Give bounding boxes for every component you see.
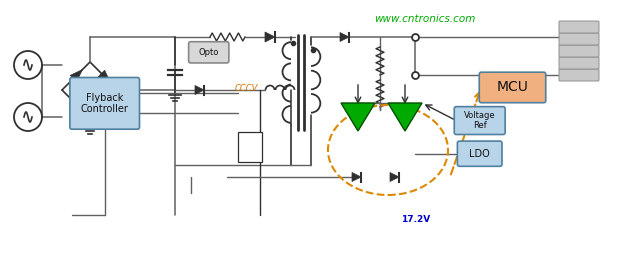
FancyBboxPatch shape	[189, 42, 229, 63]
FancyBboxPatch shape	[559, 33, 599, 45]
FancyBboxPatch shape	[559, 45, 599, 57]
Text: 17.2V: 17.2V	[401, 215, 430, 224]
Text: Flyback
Controller: Flyback Controller	[81, 92, 129, 114]
Text: MCU: MCU	[496, 81, 529, 94]
Polygon shape	[340, 33, 349, 42]
Polygon shape	[341, 103, 375, 131]
Text: Opto: Opto	[199, 48, 219, 57]
FancyBboxPatch shape	[458, 141, 502, 166]
FancyBboxPatch shape	[479, 72, 546, 103]
Polygon shape	[195, 86, 204, 95]
FancyBboxPatch shape	[559, 69, 599, 81]
Polygon shape	[98, 70, 111, 82]
Polygon shape	[70, 70, 82, 82]
Text: Voltage
Ref: Voltage Ref	[464, 111, 496, 130]
Polygon shape	[69, 98, 82, 110]
Polygon shape	[388, 103, 422, 131]
FancyBboxPatch shape	[238, 132, 262, 162]
Polygon shape	[265, 32, 275, 42]
Text: www.cntronics.com: www.cntronics.com	[374, 14, 476, 24]
Polygon shape	[390, 173, 399, 182]
Text: CCCV: CCCV	[234, 84, 258, 93]
Polygon shape	[352, 173, 361, 182]
Text: LDO: LDO	[469, 149, 490, 159]
Polygon shape	[98, 98, 110, 110]
FancyBboxPatch shape	[559, 57, 599, 69]
FancyBboxPatch shape	[559, 21, 599, 33]
FancyBboxPatch shape	[70, 77, 139, 129]
FancyBboxPatch shape	[454, 107, 505, 135]
